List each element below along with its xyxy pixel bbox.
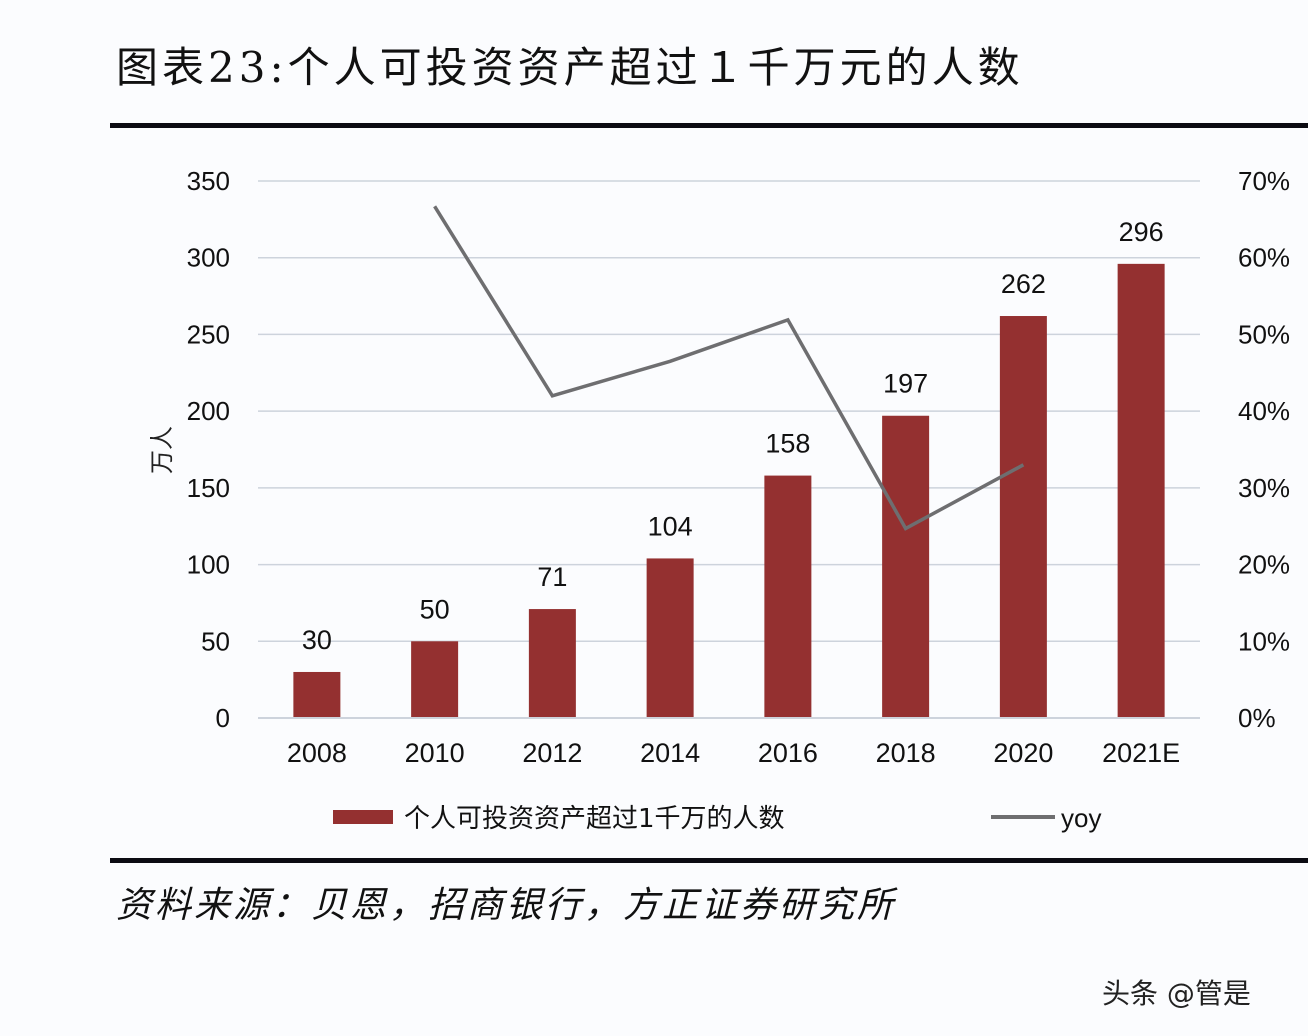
chart-area: 0 50 100 150 200 250 300 350 0% 10% 20% 30% 40% 50% 6… [148,166,1290,834]
bar [646,558,694,718]
bar [999,316,1047,718]
bar-value-label: 158 [765,429,810,459]
bar-value-labels: 30 50 71 104 158 197 262 296 [302,217,1164,655]
y2-tick-label: 70% [1238,166,1290,196]
legend-bar-label: 个人可投资资产超过1千万的人数 [404,804,785,834]
bar [764,475,812,718]
y2-tick-label: 40% [1238,396,1290,426]
bar-value-label: 262 [1001,269,1046,299]
y-axis-right: 0% 10% 20% 30% 40% 50% 60% 70% [1238,166,1290,733]
y2-tick-label: 60% [1238,243,1290,273]
chart-title: 图表23:个人可投资资产超过１千万元的人数 [116,43,1024,92]
bar-series [293,263,1165,718]
y-tick-label: 200 [187,396,230,426]
y-tick-label: 0 [216,703,230,733]
x-tick-label: 2021E [1102,738,1180,768]
bottom-divider [110,858,1308,863]
bar-value-label: 50 [420,594,450,624]
top-divider [110,123,1308,128]
gridlines [258,180,1200,719]
bar-value-label: 104 [648,511,693,541]
y-tick-label: 150 [187,473,230,503]
bar [293,671,341,718]
source-note: 资料来源：贝恩，招商银行，方正证券研究所 [116,885,897,926]
y-tick-label: 250 [187,319,230,349]
bar-value-label: 30 [302,625,332,655]
x-tick-label: 2014 [640,738,700,768]
y-tick-label: 100 [187,550,230,580]
bar-value-label: 71 [537,562,567,592]
bar [1117,263,1165,718]
y2-tick-label: 30% [1238,473,1290,503]
yoy-line [433,205,1025,531]
y-axis-left: 0 50 100 150 200 250 300 350 [187,166,230,733]
bar [411,641,459,718]
x-axis: 2008 2010 2012 2014 2016 2018 2020 2021E [258,717,1200,768]
x-tick-label: 2020 [993,738,1053,768]
legend: 个人可投资资产超过1千万的人数 yoy [333,803,1101,834]
y2-tick-label: 10% [1238,626,1290,656]
y2-tick-label: 0% [1238,703,1276,733]
x-tick-label: 2008 [287,738,347,768]
y-axis-label: 万人 [148,426,176,474]
bar [528,609,576,718]
x-tick-label: 2012 [522,738,582,768]
y-tick-label: 300 [187,243,230,273]
y-tick-label: 350 [187,166,230,196]
x-tick-label: 2010 [405,738,465,768]
x-tick-label: 2018 [876,738,936,768]
watermark: 头条 @管是 [1102,977,1251,1010]
x-tick-label: 2016 [758,738,818,768]
legend-line-label: yoy [1061,803,1101,833]
bar-value-label: 197 [883,369,928,399]
y-tick-label: 50 [201,626,230,656]
y2-tick-label: 20% [1238,550,1290,580]
bar-value-label: 296 [1119,217,1164,247]
bar [882,415,930,718]
y2-tick-label: 50% [1238,319,1290,349]
legend-bar-swatch [333,810,393,824]
